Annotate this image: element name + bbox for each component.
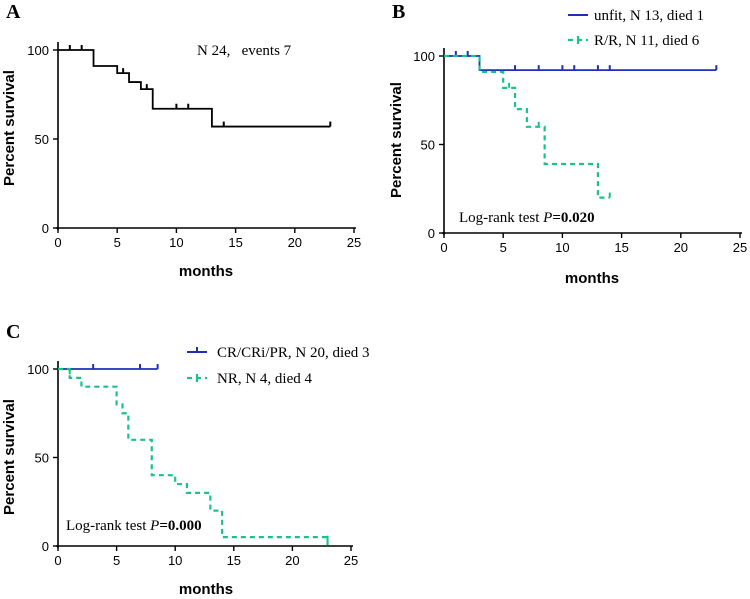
panel-c-x-tick-label: 0 [54,553,61,568]
panel-c: C 0 5 10 15 20 25 0 50 100 Percent survival mont… [1,321,370,598]
panel-a-x-tick-label: 0 [54,235,61,250]
panel-a-x-tick-label: 5 [114,235,121,250]
panel-c-axes [53,361,353,551]
panel-b-y-tick-label: 50 [421,138,435,153]
panel-c-annotation: Log-rank test P=0.000 [66,518,202,534]
panel-b-y-axis-title: Percent survival [388,82,405,198]
panel-a-x-tick-label: 25 [347,235,361,250]
legend-label-rr: R/R, N 11, died 6 [594,33,700,49]
panel-c-x-tick-label: 25 [344,553,358,568]
panel-c-tick-labels: 0 5 10 15 20 25 0 50 100 [27,362,358,568]
panel-label-a: A [6,1,21,23]
panel-a-x-tick-label: 15 [228,235,242,250]
panel-b-annotation: Log-rank test P=0.020 [459,210,595,226]
panel-a-y-axis-title: Percent survival [1,70,18,186]
panel-b-axes [439,48,742,238]
panel-a-y-tick-label: 0 [42,221,49,236]
panel-a-y-tick-label: 100 [27,43,49,58]
panel-b-x-tick-label: 10 [555,240,569,255]
panel-a-tick-labels: 0 5 10 15 20 25 0 50 100 [27,43,361,250]
panel-b-series-line-r-r-n-11-died-6 [444,54,610,199]
panel-b: B 0 5 10 15 20 25 0 50 100 Percent survival mont… [388,1,747,287]
panel-label-b: B [392,1,405,23]
panel-c-x-tick-label: 10 [168,553,182,568]
panel-a-axes [53,42,356,233]
panel-c-x-tick-label: 5 [113,553,120,568]
panel-a-x-tick-label: 10 [169,235,183,250]
panel-a-series-line-all [58,49,331,128]
panel-a-x-tick-label: 20 [288,235,302,250]
panel-c-legend: CR/CRi/PR, N 20, died 3 NR, N 4, died 4 [187,345,370,387]
legend-label-responders: CR/CRi/PR, N 20, died 3 [217,345,370,361]
panel-c-x-tick-label: 15 [227,553,241,568]
panel-c-x-tick-label: 20 [285,553,299,568]
panel-label-c: C [6,321,20,343]
legend-label-unfit: unfit, N 13, died 1 [594,8,704,24]
panel-b-tick-labels: 0 5 10 15 20 25 0 50 100 [413,49,747,255]
panel-a: A 0 5 10 15 20 25 0 50 100 Percent survival mont… [1,1,361,280]
panel-c-y-tick-label: 0 [42,539,49,554]
panel-b-legend: unfit, N 13, died 1 R/R, N 11, died 6 [568,8,704,49]
panel-a-y-tick-label: 50 [35,132,49,147]
panel-b-x-tick-label: 15 [614,240,628,255]
panel-b-y-tick-label: 0 [428,226,435,241]
panel-b-series [444,51,718,199]
panel-c-y-axis-title: Percent survival [1,399,18,515]
panel-b-y-tick-label: 100 [413,49,435,64]
panel-b-x-tick-label: 20 [674,240,688,255]
panel-a-series [58,45,332,128]
panel-c-series [58,364,329,546]
panel-a-annotation: N 24, events 7 [197,43,292,59]
panel-b-x-tick-label: 5 [500,240,507,255]
panel-a-x-axis-title: months [179,263,233,280]
panel-b-x-axis-title: months [565,270,619,287]
panel-c-y-tick-label: 50 [35,451,49,466]
panel-c-y-tick-label: 100 [27,362,49,377]
legend-label-nr: NR, N 4, died 4 [217,371,312,387]
panel-b-x-tick-label: 25 [733,240,747,255]
panel-c-x-axis-title: months [179,581,233,598]
panel-c-series-line-nr-n-4-died-4 [58,367,329,546]
panel-b-series-line-unfit-n-13-died-1 [444,55,717,72]
panel-b-x-tick-label: 0 [440,240,447,255]
